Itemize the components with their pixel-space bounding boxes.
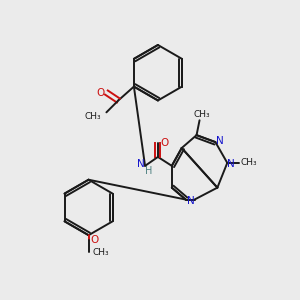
Text: O: O [96, 88, 105, 98]
Text: H: H [145, 166, 153, 176]
Text: N: N [227, 159, 235, 169]
Text: CH₃: CH₃ [193, 110, 210, 119]
Text: CH₃: CH₃ [241, 158, 257, 167]
Text: O: O [90, 235, 99, 245]
Text: CH₃: CH₃ [84, 112, 101, 121]
Text: N: N [187, 196, 194, 206]
Text: N: N [217, 136, 224, 146]
Text: N: N [137, 159, 145, 169]
Text: CH₃: CH₃ [92, 248, 109, 256]
Text: O: O [161, 138, 169, 148]
